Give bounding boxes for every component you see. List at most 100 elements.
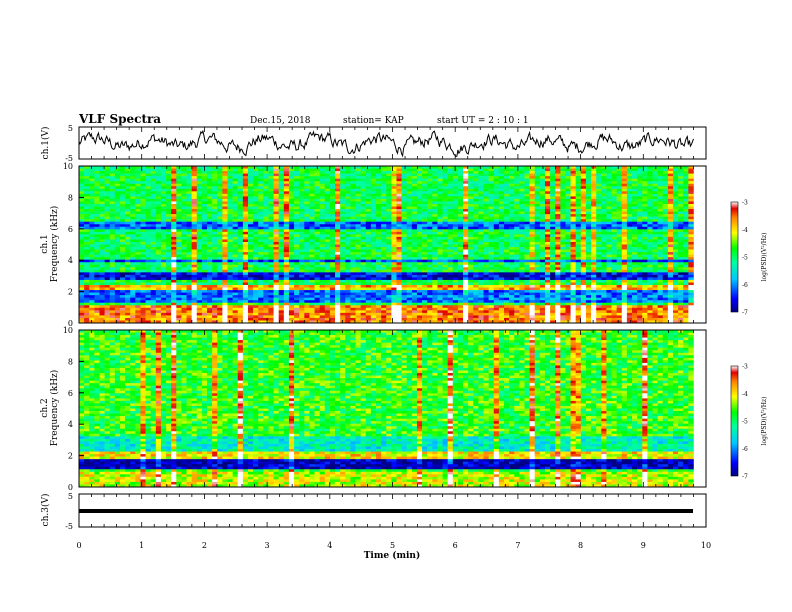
spectrogram-cell [427, 226, 433, 230]
spectrogram-cell [242, 219, 249, 223]
spectrogram-cell [186, 231, 192, 235]
spectrogram-cell [288, 254, 295, 258]
spectrogram-cell [283, 231, 290, 235]
spectrogram-cell [130, 196, 136, 200]
spectrogram-cell [478, 188, 484, 192]
spectrogram-cell [601, 249, 607, 253]
spectrogram-cell [616, 244, 623, 248]
spectrogram-cell [621, 264, 628, 268]
spectrogram-cell [637, 196, 643, 200]
spectrogram-cell [386, 171, 392, 174]
spectrogram-cell [104, 211, 111, 215]
spectrogram-cell [621, 171, 628, 174]
spectrogram-cell [227, 173, 233, 177]
spectrogram-cell [575, 252, 582, 255]
spectrogram-cell [350, 229, 356, 233]
spectrogram-cell [370, 196, 377, 200]
ch1-waveform-panel: 5 -5 ch.1(V) [40, 124, 707, 163]
spectrogram-cell [227, 168, 233, 172]
spectrogram-cell [324, 254, 331, 258]
spectrogram-cell [191, 188, 198, 192]
spectrogram-cell [565, 252, 571, 255]
spectrogram-cell [473, 252, 479, 255]
spectrogram-cell [401, 234, 408, 238]
spectrogram-cell [519, 219, 525, 223]
spectrogram-cell [350, 262, 356, 266]
spectrogram-cell [304, 216, 310, 220]
spectrogram-cell [672, 168, 679, 172]
spectrogram-cell [329, 264, 336, 268]
spectrogram-cell [463, 183, 469, 187]
spectrogram-cell [355, 183, 361, 187]
spectrogram-cell [442, 259, 448, 263]
spectrogram-cell [273, 236, 279, 240]
spectrogram-cell [207, 216, 213, 220]
spectrogram-cell [217, 229, 223, 233]
spectrogram-cell [411, 244, 418, 248]
spectrogram-cell [637, 198, 643, 202]
spectrogram-cell [509, 241, 515, 245]
spectrogram-cell [626, 181, 633, 185]
spectrogram-cell [488, 196, 495, 200]
spectrogram-cell [375, 239, 382, 243]
spectrogram-cell [437, 249, 443, 253]
spectrogram-cell [186, 259, 192, 263]
spectrogram-cell [411, 264, 418, 268]
spectrogram-cell [555, 236, 561, 240]
spectrogram-cell [268, 201, 274, 205]
spectrogram-cell [319, 181, 326, 185]
spectrogram-cell [683, 262, 689, 266]
spectrogram-cell [570, 211, 576, 215]
spectrogram-cell [125, 229, 131, 233]
spectrogram-cell [626, 249, 633, 253]
spectrogram-cell [140, 198, 146, 202]
spectrogram-cell [555, 178, 561, 182]
spectrogram-cell [662, 219, 669, 223]
spectrogram-cell [370, 264, 377, 268]
spectrogram-cell [411, 267, 418, 271]
spectrogram-cell [396, 178, 402, 182]
spectrogram-cell [621, 239, 628, 243]
spectrogram-cell [672, 262, 679, 266]
spectrogram-cell [268, 219, 274, 223]
spectrogram-cell [79, 247, 85, 250]
spectrogram-cell [391, 171, 397, 174]
spectrogram-cell [345, 259, 351, 263]
spectrogram-cell [232, 244, 239, 248]
spectrogram-cell [396, 241, 402, 245]
spectrogram-cell [498, 247, 505, 250]
spectrogram-cell [534, 209, 541, 212]
spectrogram-cell [621, 254, 628, 258]
spectrogram-cell [370, 224, 377, 228]
spectrogram-cell [683, 257, 689, 260]
spectrogram-cell [253, 226, 259, 230]
spectrogram-cell [601, 176, 607, 179]
spectrogram-cell [524, 181, 530, 185]
spectrogram-cell [222, 267, 228, 271]
spectrogram-cell [504, 254, 510, 258]
spectrogram-cell [657, 216, 664, 220]
spectrogram-cell [611, 173, 617, 177]
spectrogram-cell [294, 249, 300, 253]
spectrogram-cell [488, 188, 495, 192]
spectrogram-cell [268, 241, 274, 245]
spectrogram-cell [370, 257, 377, 260]
spectrogram-cell [580, 214, 587, 217]
spectrogram-cell [391, 198, 397, 202]
spectrogram-cell [688, 239, 694, 243]
spectrogram-cell [386, 267, 392, 271]
spectrogram-cell [160, 241, 167, 245]
spectrogram-cell [114, 209, 121, 212]
spectrogram-cell [416, 183, 423, 187]
spectrogram-cell [309, 259, 315, 263]
spectrogram-cell [340, 198, 346, 202]
spectrogram-cell [565, 239, 571, 243]
spectrogram-cell [176, 247, 182, 250]
spectrogram-cell [319, 214, 326, 217]
spectrogram-cell [288, 214, 295, 217]
spectrogram-cell [278, 193, 285, 197]
spectrogram-cell [621, 252, 628, 255]
spectrogram-cell [381, 234, 387, 238]
spectrogram-cell [268, 181, 274, 185]
spectrogram-cell [642, 193, 648, 197]
